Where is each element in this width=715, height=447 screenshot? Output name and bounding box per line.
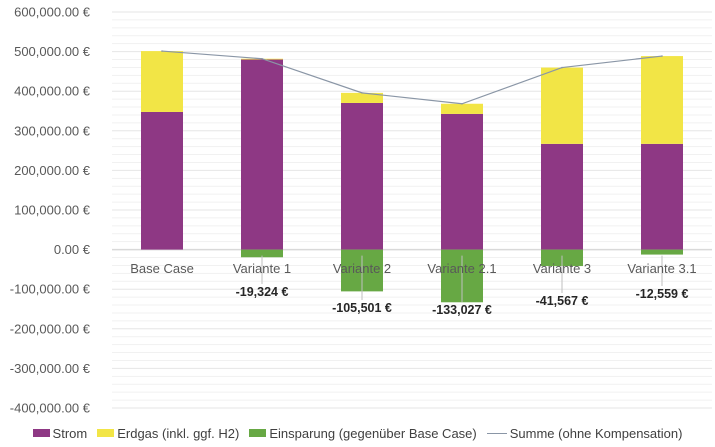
sum-line xyxy=(161,50,663,105)
bar-erdgas xyxy=(141,51,183,112)
legend-label: Summe (ohne Kompensation) xyxy=(509,425,683,441)
y-tick-label: -400,000.00 € xyxy=(10,401,91,416)
sum-line-point xyxy=(361,92,363,94)
bar-einsparung xyxy=(241,249,283,258)
bar-strom xyxy=(441,113,483,250)
bar-strom xyxy=(141,111,183,250)
y-tick-label: 100,000.00 € xyxy=(14,203,91,218)
bar-erdgas xyxy=(341,92,383,103)
legend-item-einsparung[interactable]: Einsparung (gegenüber Base Case) xyxy=(249,425,477,441)
y-tick-label: 500,000.00 € xyxy=(14,44,91,59)
bar-strom xyxy=(541,143,583,250)
legend-item-erdgas[interactable]: Erdgas (inkl. ggf. H2) xyxy=(97,426,239,441)
leader-lines xyxy=(261,255,663,302)
legend-swatch-einsparung xyxy=(249,429,267,437)
y-tick-label: -300,000.00 € xyxy=(10,361,91,376)
sum-line-point xyxy=(661,55,663,57)
legend-label: Strom xyxy=(52,425,88,441)
x-category-label: Variante 2.1 xyxy=(427,261,496,276)
x-category-label: Variante 1 xyxy=(233,261,291,276)
legend-swatch-strom xyxy=(32,429,50,437)
bars xyxy=(141,51,683,303)
legend-swatch-summe xyxy=(486,432,507,434)
x-category-label: Variante 3 xyxy=(533,261,591,276)
data-label: -133,027 € xyxy=(432,303,492,317)
bar-strom xyxy=(241,59,283,250)
y-tick-label: 0.00 € xyxy=(54,242,91,257)
y-tick-label: 600,000.00 € xyxy=(14,5,91,20)
bar-einsparung xyxy=(641,249,683,255)
data-label: -19,324 € xyxy=(236,285,289,299)
x-category-label: Variante 2 xyxy=(333,261,391,276)
y-tick-label: 400,000.00 € xyxy=(14,84,91,99)
x-category-label: Variante 3.1 xyxy=(627,261,696,276)
legend-item-summe[interactable]: Summe (ohne Kompensation) xyxy=(486,425,683,441)
legend-swatch-erdgas xyxy=(97,429,115,437)
bar-erdgas xyxy=(541,67,583,144)
sum-line-point xyxy=(161,50,163,52)
x-axis: Base Case Variante 1 Variante 2 Variante 2.… xyxy=(130,261,696,276)
sum-line-point xyxy=(461,102,463,105)
legend-label: Erdgas (inkl. ggf. H2) xyxy=(117,425,240,441)
legend-item-strom[interactable]: Strom xyxy=(32,425,88,441)
legend-label: Einsparung (gegenüber Base Case) xyxy=(269,425,477,441)
legend: Strom Erdgas (inkl. ggf. H2) Einsparung … xyxy=(0,422,715,444)
data-labels: -19,324 € -105,501 € -133,027 € -41,567 € -1… xyxy=(236,285,689,317)
bar-strom xyxy=(641,143,683,250)
sum-line-path xyxy=(161,50,663,105)
data-label: -105,501 € xyxy=(332,301,392,315)
data-label: -12,559 € xyxy=(636,287,689,301)
y-tick-label: -200,000.00 € xyxy=(10,321,91,336)
bar-erdgas xyxy=(641,56,683,144)
bar-strom xyxy=(341,102,383,250)
data-label: -41,567 € xyxy=(536,294,589,308)
x-category-label: Base Case xyxy=(130,261,194,276)
y-tick-label: 300,000.00 € xyxy=(14,123,91,138)
y-axis: 600,000.00 € 500,000.00 € 400,000.00 € 300,… xyxy=(10,5,91,416)
sum-line-point xyxy=(561,66,563,69)
y-tick-label: -100,000.00 € xyxy=(10,282,91,297)
bar-erdgas xyxy=(441,103,483,114)
y-tick-label: 200,000.00 € xyxy=(14,163,91,178)
sum-line-point xyxy=(261,57,263,60)
gridlines xyxy=(112,11,712,409)
